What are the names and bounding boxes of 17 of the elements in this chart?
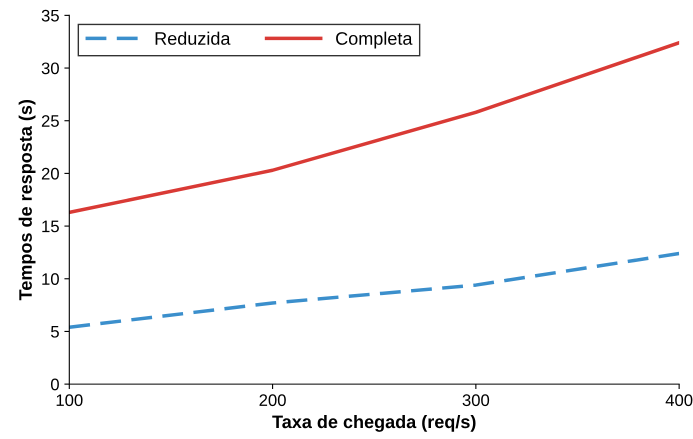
legend-label: Reduzida bbox=[156, 32, 230, 45]
x-axis-title: Taxa de chegada (req/s) bbox=[272, 414, 476, 432]
x-tick-label: 400 bbox=[666, 394, 692, 406]
line-series bbox=[69, 252, 680, 329]
x-tick-label: 100 bbox=[56, 394, 83, 406]
y-tick-label: 25 bbox=[42, 115, 59, 127]
legend-label: Completa bbox=[336, 32, 412, 48]
y-tick-label: 15 bbox=[42, 220, 59, 232]
y-tick-label: 0 bbox=[50, 378, 59, 390]
x-tick-label: 300 bbox=[462, 394, 490, 406]
x-tick-label: 200 bbox=[260, 394, 286, 406]
y-tick-label: 35 bbox=[42, 10, 59, 22]
y-tick-label: 20 bbox=[42, 168, 59, 180]
y-tick-label: 5 bbox=[50, 326, 59, 338]
y-tick-label: 10 bbox=[42, 273, 59, 285]
y-tick-label: 30 bbox=[42, 62, 59, 74]
y-axis-title: Tempos de resposta (s) bbox=[18, 100, 36, 300]
